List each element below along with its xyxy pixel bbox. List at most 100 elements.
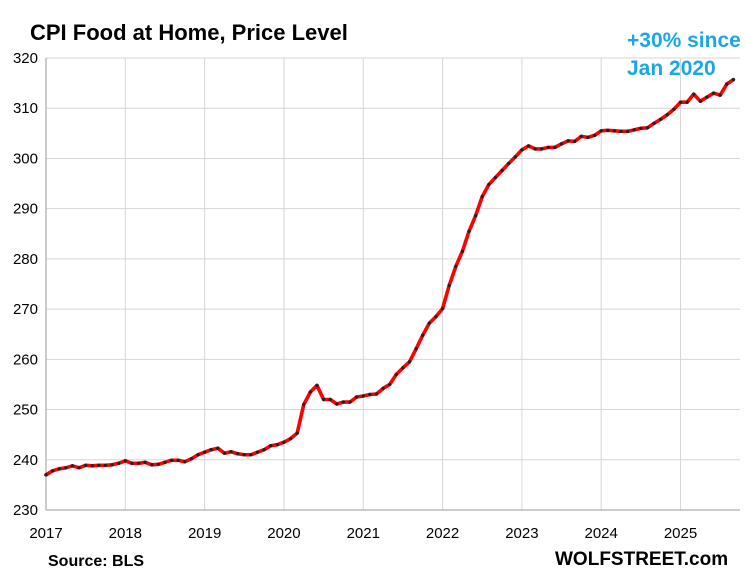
data-point xyxy=(381,386,385,391)
data-point xyxy=(269,444,273,448)
data-point xyxy=(394,372,398,377)
data-point xyxy=(361,394,365,398)
data-point xyxy=(678,100,683,104)
data-point xyxy=(196,453,200,457)
data-point xyxy=(209,448,213,452)
annotation-line-1: +30% since xyxy=(627,29,741,52)
data-point xyxy=(718,93,722,97)
data-point xyxy=(711,91,716,95)
data-point xyxy=(467,229,471,233)
data-point xyxy=(592,133,597,138)
brand-label: WOLFSTREET.com xyxy=(555,549,728,570)
y-tick-label: 270 xyxy=(13,301,38,318)
data-point xyxy=(612,129,617,133)
data-point xyxy=(44,473,48,477)
data-point xyxy=(573,139,577,144)
data-point xyxy=(275,443,280,447)
data-point xyxy=(222,451,227,455)
data-point xyxy=(460,249,465,254)
data-point xyxy=(302,402,306,407)
data-point xyxy=(540,147,544,151)
data-point xyxy=(90,464,94,468)
x-tick-label: 2021 xyxy=(347,525,380,542)
data-point xyxy=(189,457,194,461)
data-point xyxy=(672,107,676,111)
data-point xyxy=(374,392,379,396)
data-point xyxy=(427,321,432,325)
data-point xyxy=(645,126,650,130)
data-point xyxy=(130,461,134,465)
data-point xyxy=(288,436,293,441)
data-point xyxy=(586,135,590,140)
data-point xyxy=(163,460,167,464)
data-point xyxy=(685,100,689,104)
y-tick-label: 320 xyxy=(13,50,38,67)
data-point xyxy=(705,95,709,99)
data-point xyxy=(493,175,498,180)
data-point xyxy=(57,467,61,471)
x-tick-label: 2018 xyxy=(109,525,142,542)
data-point xyxy=(692,92,696,96)
annotation-line-2: Jan 2020 xyxy=(627,57,716,80)
data-point xyxy=(698,99,703,103)
data-point xyxy=(335,402,339,406)
data-point xyxy=(440,306,445,311)
data-point xyxy=(401,366,405,370)
data-point xyxy=(262,448,266,452)
data-point xyxy=(117,461,121,465)
data-point xyxy=(97,463,101,467)
data-point xyxy=(619,129,623,134)
data-point xyxy=(487,182,491,187)
data-point xyxy=(341,400,346,404)
x-axis-tick-labels: 2017 2018 2019 2020 2021 2022 2023 2024 2025 xyxy=(29,525,697,542)
data-point xyxy=(183,460,187,464)
data-point xyxy=(447,283,451,288)
data-point xyxy=(533,147,537,151)
x-tick-label: 2019 xyxy=(188,525,221,542)
data-point xyxy=(599,129,603,133)
data-point xyxy=(103,463,108,467)
data-point xyxy=(606,128,610,133)
y-tick-label: 300 xyxy=(13,150,38,167)
data-point xyxy=(77,466,81,470)
data-point xyxy=(414,347,418,351)
data-point xyxy=(566,139,570,143)
x-tick-label: 2017 xyxy=(29,525,62,542)
x-tick-label: 2020 xyxy=(267,525,300,542)
data-point xyxy=(368,392,372,397)
data-point xyxy=(70,464,75,468)
data-point xyxy=(473,214,478,218)
data-point xyxy=(216,446,220,450)
series-line xyxy=(44,77,736,477)
data-point xyxy=(731,77,736,82)
y-tick-label: 310 xyxy=(13,100,38,117)
data-point xyxy=(665,113,669,117)
data-point xyxy=(150,463,154,467)
y-tick-label: 250 xyxy=(13,402,38,419)
data-point xyxy=(83,463,88,467)
data-point xyxy=(295,431,299,435)
data-point xyxy=(500,168,504,173)
gridlines xyxy=(46,57,740,510)
data-point xyxy=(308,390,313,394)
data-point xyxy=(249,453,253,457)
data-point xyxy=(156,462,161,466)
data-point xyxy=(546,145,551,150)
data-point xyxy=(725,82,729,86)
data-point xyxy=(328,397,332,402)
data-point xyxy=(407,360,412,364)
data-point xyxy=(454,264,458,269)
data-point xyxy=(315,383,319,388)
data-point xyxy=(229,450,233,454)
data-point xyxy=(235,452,240,456)
series-cpi-food-at-home xyxy=(44,77,736,477)
data-point xyxy=(110,463,114,467)
data-point xyxy=(255,450,260,454)
data-point xyxy=(434,314,438,319)
x-tick-label: 2024 xyxy=(585,525,618,542)
data-point xyxy=(579,134,584,139)
data-point xyxy=(321,397,326,402)
data-point xyxy=(136,461,141,465)
data-point xyxy=(625,129,630,134)
